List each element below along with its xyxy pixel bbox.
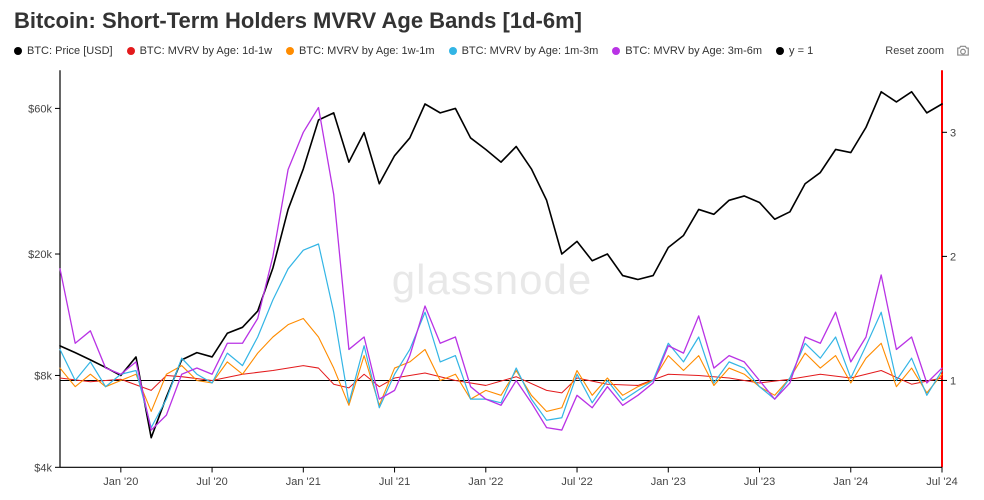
svg-text:3: 3 (950, 127, 956, 139)
legend-label: BTC: MVRV by Age: 1w-1m (299, 45, 435, 57)
chart-svg: $4k $8k $20k $60k 1 2 3 Jan '20 Jul '20 Jan '21 Ju… (14, 60, 970, 492)
legend-label: y = 1 (789, 45, 813, 57)
legend-label: BTC: MVRV by Age: 3m-6m (625, 45, 762, 57)
legend-dot (14, 47, 22, 55)
svg-text:Jul '20: Jul '20 (196, 476, 227, 488)
legend-dot (286, 47, 294, 55)
legend-item[interactable]: BTC: MVRV by Age: 3m-6m (612, 45, 762, 57)
legend: BTC: Price [USD] BTC: MVRV by Age: 1d-1w B… (14, 45, 813, 57)
legend-dot (612, 47, 620, 55)
svg-text:$20k: $20k (28, 249, 52, 261)
chart-topbar: BTC: Price [USD] BTC: MVRV by Age: 1d-1w B… (0, 40, 984, 60)
svg-text:$4k: $4k (34, 462, 52, 474)
svg-text:Jul '24: Jul '24 (926, 476, 957, 488)
screenshot-icon[interactable] (956, 44, 970, 58)
svg-text:Jan '20: Jan '20 (103, 476, 138, 488)
legend-dot (449, 47, 457, 55)
svg-text:Jan '22: Jan '22 (468, 476, 503, 488)
svg-text:Jul '21: Jul '21 (379, 476, 410, 488)
legend-label: BTC: Price [USD] (27, 45, 113, 57)
legend-dot (776, 47, 784, 55)
chart-area[interactable]: glassnode $4k$8k$20k$60k123Jan '20Jul '2… (0, 60, 984, 500)
legend-label: BTC: MVRV by Age: 1d-1w (140, 45, 272, 57)
legend-dot (127, 47, 135, 55)
svg-text:Jul '23: Jul '23 (744, 476, 775, 488)
svg-text:Jul '22: Jul '22 (561, 476, 592, 488)
legend-item[interactable]: y = 1 (776, 45, 813, 57)
svg-text:Jan '23: Jan '23 (651, 476, 686, 488)
chart-title: Bitcoin: Short-Term Holders MVRV Age Ban… (0, 0, 984, 40)
svg-text:$8k: $8k (34, 370, 52, 382)
svg-text:2: 2 (950, 251, 956, 263)
svg-text:1: 1 (950, 375, 956, 387)
reset-zoom-button[interactable]: Reset zoom (885, 45, 944, 57)
svg-text:Jan '21: Jan '21 (286, 476, 321, 488)
legend-item[interactable]: BTC: MVRV by Age: 1w-1m (286, 45, 435, 57)
chart-card: Bitcoin: Short-Term Holders MVRV Age Ban… (0, 0, 984, 500)
chart-controls: Reset zoom (885, 44, 970, 58)
svg-text:$60k: $60k (28, 103, 52, 115)
svg-text:Jan '24: Jan '24 (833, 476, 868, 488)
legend-label: BTC: MVRV by Age: 1m-3m (462, 45, 599, 57)
legend-item[interactable]: BTC: Price [USD] (14, 45, 113, 57)
legend-item[interactable]: BTC: MVRV by Age: 1m-3m (449, 45, 599, 57)
legend-item[interactable]: BTC: MVRV by Age: 1d-1w (127, 45, 272, 57)
